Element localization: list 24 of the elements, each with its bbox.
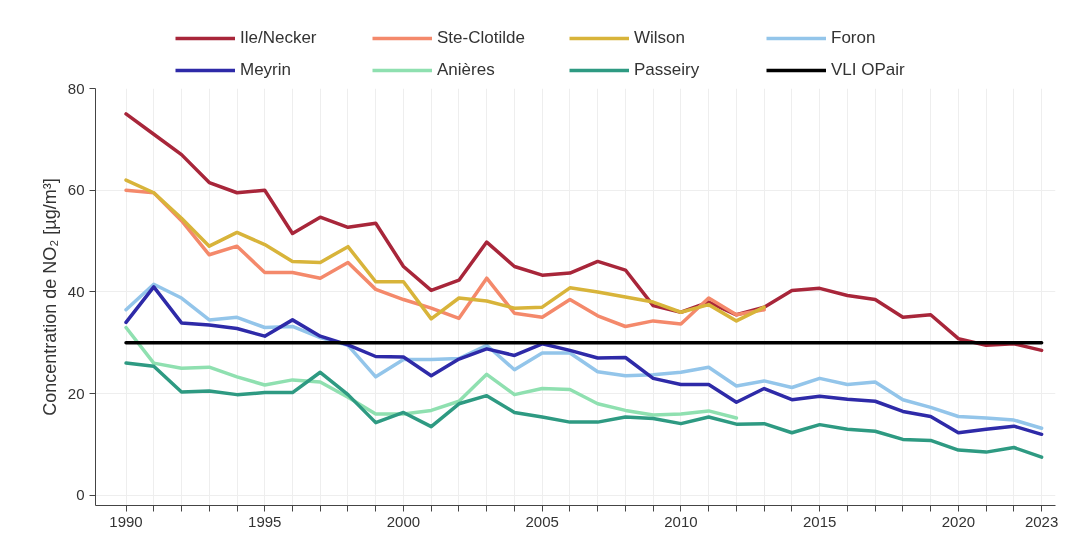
x-tick-label: 2005 xyxy=(525,512,559,530)
x-tick-label: 2023 xyxy=(1024,512,1059,530)
legend-label: Ile/Necker xyxy=(240,28,318,48)
x-tick-label: 2015 xyxy=(802,512,837,530)
legend-label: Ste-Clotilde xyxy=(437,28,526,48)
legend-label: Passeiry xyxy=(634,60,701,80)
y-tick-label: 40 xyxy=(67,282,85,300)
x-tick-label: 2010 xyxy=(664,512,698,530)
x-tick-label: 1990 xyxy=(109,512,143,530)
legend-label: Anières xyxy=(437,60,496,80)
line-series xyxy=(124,361,1044,459)
x-tick-label: 1995 xyxy=(248,512,282,530)
y-tick-label: 0 xyxy=(76,486,85,504)
line-series xyxy=(124,325,739,420)
y-axis-title: Concentration de NO₂ [µg/m³] xyxy=(39,178,60,416)
legend-label: Meyrin xyxy=(240,60,292,80)
legend-label: Foron xyxy=(831,28,877,48)
legend-label: VLI OPair xyxy=(831,60,906,80)
x-tick-label: 2020 xyxy=(941,512,976,530)
y-tick-label: 60 xyxy=(67,181,85,199)
legend-label: Wilson xyxy=(634,28,686,48)
y-tick-label: 80 xyxy=(67,79,85,97)
y-tick-label: 20 xyxy=(67,384,85,402)
x-tick-label: 2000 xyxy=(386,512,421,530)
